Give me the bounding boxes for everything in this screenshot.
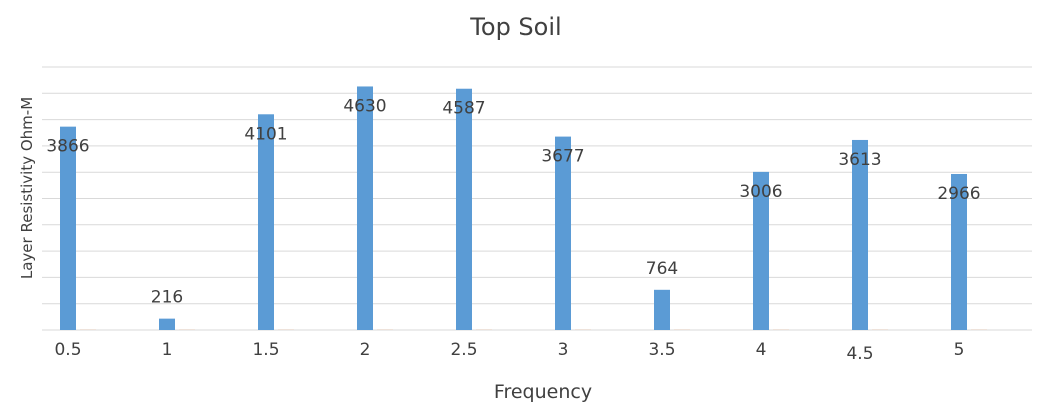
bar [753,171,769,330]
x-tick-labels: 0.5 1 1.5 2 2.5 3 3.5 4 4.5 5 [54,340,964,364]
bar [357,86,373,330]
data-label: 3613 [838,150,881,170]
x-tick-label: 5 [954,340,965,360]
chart-title: Top Soil [469,13,561,41]
x-tick-label: 3 [558,340,569,360]
bar [258,114,274,330]
x-tick-label: 4 [756,340,767,360]
data-label: 4101 [244,124,287,144]
x-tick-label: 1.5 [252,340,279,360]
data-label: 4630 [343,96,386,116]
y-axis-label: Layer Resistivity Ohm-M [18,97,36,279]
data-label: 216 [151,288,183,308]
data-labels: 3866 216 4101 4630 4587 3677 764 3006 3613 2966 [46,96,980,307]
bar [951,173,967,330]
bar [456,88,472,330]
x-tick-label: 0.5 [54,340,81,360]
x-tick-label: 2 [360,340,371,360]
bar [159,318,175,330]
data-label: 3677 [541,147,584,167]
gridlines [42,66,1032,331]
x-tick-label: 3.5 [648,340,675,360]
data-label: 3006 [739,182,782,202]
x-tick-label: 1 [162,340,173,360]
bar [60,126,76,330]
data-label: 2966 [937,184,980,204]
x-tick-label: 4.5 [846,344,873,364]
x-tick-label: 2.5 [450,340,477,360]
x-axis-label: Frequency [494,381,592,403]
bar [852,139,868,330]
data-label: 764 [646,259,678,279]
bar [654,289,670,330]
data-label: 4587 [442,99,485,119]
data-label: 3866 [46,137,89,157]
bars [60,86,987,330]
bar [555,136,571,330]
